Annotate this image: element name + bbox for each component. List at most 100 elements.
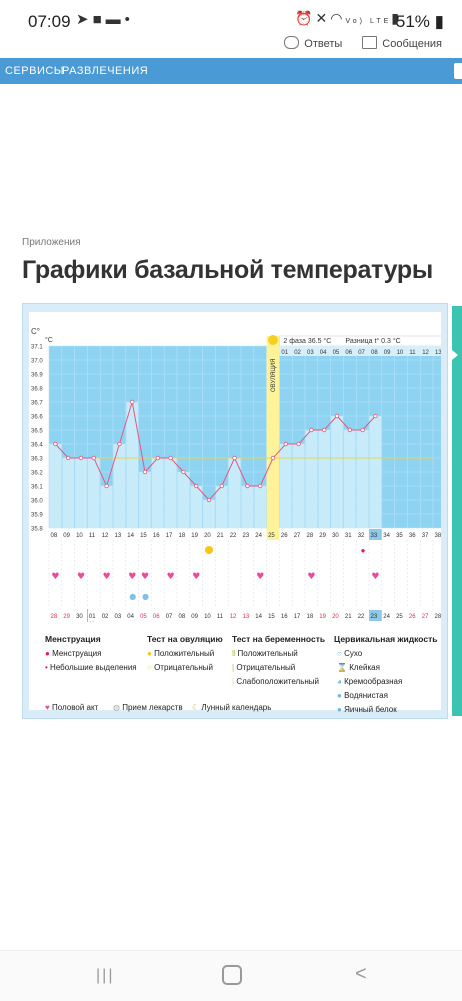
temperature-point <box>66 455 71 461</box>
nav-more-button[interactable] <box>454 63 462 79</box>
notification-icons: ➤■▬• <box>76 10 134 28</box>
temperature-point <box>193 483 199 489</box>
x-day-label: 38 <box>435 533 442 539</box>
temperature-point <box>129 399 135 405</box>
drop-icon: ● <box>45 649 50 658</box>
y-tick-label: 36.7 <box>31 401 43 407</box>
temperature-point <box>296 441 301 447</box>
faint-bar-icon: | <box>232 677 235 686</box>
x-date-label: 12 <box>230 614 237 620</box>
legend-cervical-eggwhite-label: Яичный белок <box>344 705 397 714</box>
x-date-label: 25 <box>396 614 403 620</box>
y-tick-label: 36.3 <box>31 457 43 463</box>
temp-bar <box>126 402 139 528</box>
ovulation-test-positive-icon <box>205 546 213 554</box>
nav-bar: СЕРВИСЫ РАЗВЛЕЧЕНИЯ <box>0 58 462 84</box>
phase-label: 2 фаза 36.5 °C <box>283 337 331 345</box>
telegram-icon: ➤ <box>76 11 93 28</box>
legend-menstruation: ● Менструация <box>45 649 101 658</box>
legend-cervical-creamy-label: Кремообразная <box>344 677 403 686</box>
small-drop-icon: • <box>45 663 48 672</box>
x-date-label: 20 <box>332 614 339 620</box>
legend-cervical-sticky: ⌛ Клейкая <box>337 663 380 672</box>
x-date-label: 22 <box>358 614 365 620</box>
ovulation-label: ОВУЛЯЦИЯ <box>271 359 277 392</box>
x-day-label: 29 <box>319 533 326 539</box>
temp-bar <box>151 458 164 528</box>
y-tick-label: 36.6 <box>31 415 43 421</box>
temperature-point <box>283 441 288 447</box>
temperature-point <box>155 455 160 461</box>
x-date-label: 08 <box>179 614 186 620</box>
temp-bar <box>369 416 382 528</box>
x-date-label: 30 <box>76 614 83 620</box>
x-date-label: 01 <box>89 614 96 620</box>
temp-bar <box>292 444 305 528</box>
legend: Менструация ● Менструация • Небольшие вы… <box>29 624 441 714</box>
x-day-label: 20 <box>204 533 211 539</box>
phase-day-label: 02 <box>294 350 301 356</box>
x-date-label: 26 <box>409 614 416 620</box>
legend-pregnancy-positive: ‖ Положительный <box>232 649 298 658</box>
breadcrumb[interactable]: Приложения <box>22 237 81 248</box>
nav-item-entertainment[interactable]: РАЗВЛЕЧЕНИЯ <box>62 65 149 77</box>
answers-link[interactable]: Ответы <box>284 36 342 50</box>
heart-icon: ♥ <box>128 572 136 582</box>
mail-icon <box>362 36 378 49</box>
temperature-point <box>347 427 352 433</box>
heart-icon: ♥ <box>192 572 200 582</box>
pill-icon: ◍ <box>113 703 120 712</box>
single-bar-icon: | <box>232 663 235 672</box>
sticky-icon: ⌛ <box>337 663 347 672</box>
x-date-label: 09 <box>191 614 198 620</box>
folder-icon: ▬ <box>105 11 125 28</box>
x-date-label: 04 <box>127 614 134 620</box>
x-date-label: 11 <box>217 614 224 620</box>
legend-spotting: • Небольшие выделения <box>45 663 137 672</box>
x-day-label: 16 <box>153 533 160 539</box>
legend-menstruation-label: Менструация <box>52 649 102 658</box>
x-day-label: 25 <box>268 533 275 539</box>
legend-moon: ☾ Лунный календарь <box>192 703 271 712</box>
legend-ovulation-positive: ● Положительный <box>147 649 214 658</box>
back-icon[interactable]: < <box>355 963 367 985</box>
heart-icon: ♥ <box>371 572 379 582</box>
side-tab[interactable] <box>452 306 462 716</box>
messages-label: Сообщения <box>382 38 442 50</box>
temperature-point <box>245 483 250 489</box>
bag-icon: ■ <box>92 11 106 28</box>
status-bar: 07:09 ➤■▬• ⏰✕◠Vo) LTE▮ 51% ▮ <box>0 0 462 40</box>
home-icon[interactable] <box>222 965 242 985</box>
legend-cervical-watery-label: Водянистая <box>344 691 388 700</box>
y-tick-label: 37.0 <box>31 359 43 365</box>
legend-pregnancy-negative-label: Отрицательный <box>236 663 296 672</box>
chevron-right-icon[interactable] <box>452 350 458 360</box>
x-day-label: 21 <box>217 533 224 539</box>
temp-bar <box>305 430 318 528</box>
messages-link[interactable]: Сообщения <box>362 36 442 50</box>
temperature-point <box>206 497 212 503</box>
nav-item-services[interactable]: СЕРВИСЫ <box>5 65 65 77</box>
x-date-label: 14 <box>255 614 262 620</box>
current-date-highlight <box>369 610 382 621</box>
legend-cervical-creamy: ◕ Кремообразная <box>337 677 402 686</box>
temperature-point <box>309 427 314 433</box>
x-day-label: 28 <box>307 533 314 539</box>
y-tick-label: 36.8 <box>31 387 43 393</box>
temp-bar <box>254 486 267 528</box>
x-day-label: 14 <box>127 533 134 539</box>
x-day-label: 36 <box>409 533 416 539</box>
x-day-label: 24 <box>255 533 262 539</box>
phase-day-label: 03 <box>307 350 314 356</box>
x-date-label: 19 <box>319 614 326 620</box>
double-bar-icon: ‖ <box>232 649 236 658</box>
temperature-point <box>322 427 327 433</box>
status-time: 07:09 <box>28 12 71 31</box>
page-title: Графики базальной температуры <box>22 256 433 284</box>
x-day-label: 18 <box>179 533 186 539</box>
temperature-point <box>117 441 122 447</box>
creamy-icon: ◕ <box>337 677 342 686</box>
legend-intercourse-label: Половой акт <box>51 703 99 712</box>
recent-apps-icon[interactable]: ||| <box>96 967 115 984</box>
y-tick-label: 35.9 <box>31 513 43 519</box>
